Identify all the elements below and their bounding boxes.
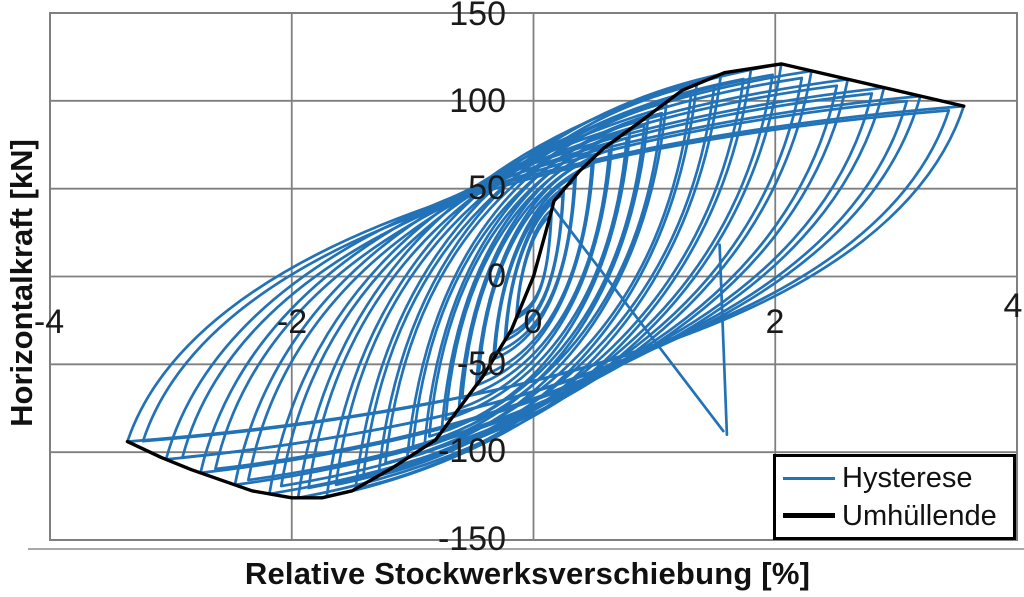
x-tick-0: 0	[523, 303, 543, 341]
y-tick-neg150: -150	[437, 520, 506, 558]
x-tick-2: 2	[765, 303, 785, 341]
umhuellende-line-sample	[783, 513, 835, 519]
umhuellende-series	[125, 62, 966, 500]
hysterese-series	[126, 62, 966, 500]
y-tick-100: 100	[449, 82, 506, 120]
y-tick-neg50: -50	[456, 345, 506, 383]
x-tick-neg2: -2	[276, 303, 308, 341]
hysterese-line-sample	[783, 476, 835, 480]
legend-label-umhuellende: Umhüllende	[842, 499, 997, 532]
plot-border	[49, 12, 1018, 541]
y-tick-150: 150	[449, 0, 506, 33]
legend-row-umhuellende: Umhüllende	[776, 500, 1013, 532]
x-tick-neg4: -4	[33, 303, 65, 341]
y-tick-0: 0	[487, 257, 506, 295]
x-axis-title: Relative Stockwerksverschiebung [%]	[244, 556, 811, 591]
y-tick-50: 50	[468, 169, 506, 207]
x-tick-4: 4	[1003, 287, 1023, 325]
legend: Hysterese Umhüllende	[773, 454, 1016, 540]
legend-label-hysterese: Hysterese	[842, 462, 973, 495]
y-axis-title: Horizontalkraft [kN]	[4, 139, 39, 427]
y-tick-neg100: -100	[437, 432, 506, 470]
legend-row-hysterese: Hysterese	[776, 462, 1013, 494]
